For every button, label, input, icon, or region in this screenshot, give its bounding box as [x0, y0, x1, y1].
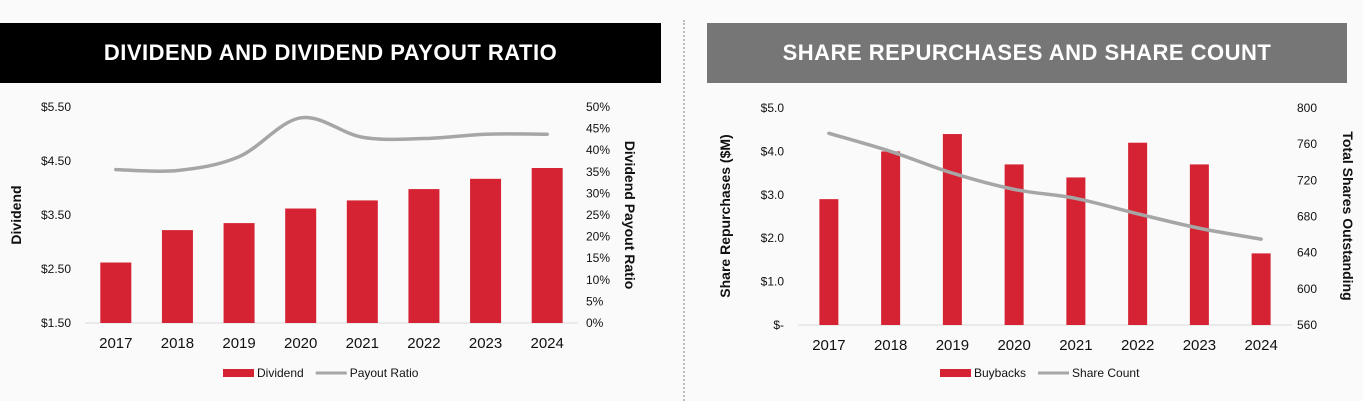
bar-2023: [470, 178, 502, 323]
x-tick-label: 2020: [997, 337, 1030, 354]
y-tick-right: 600: [1297, 282, 1317, 296]
y-tick-left: $1.0: [761, 275, 785, 289]
bar-2024: [1251, 253, 1271, 325]
bar-2022: [408, 189, 440, 323]
y-tick-left: $4.0: [761, 144, 785, 158]
y-tick-right: 560: [1297, 318, 1317, 332]
bar-2023: [1189, 164, 1209, 325]
bar-2019: [223, 223, 255, 323]
bar-2021: [346, 200, 378, 323]
y-tick-right: 0%: [586, 316, 604, 330]
x-tick-label: 2023: [469, 335, 502, 352]
x-tick-label: 2020: [284, 335, 317, 352]
y-tick-right: 35%: [586, 165, 610, 179]
repurchase-chart: $5.0 $4.0 $3.0 $2.0 $1.0 $- 800 760 720 680 640 600…: [717, 101, 1356, 380]
y-tick-right: 15%: [586, 251, 610, 265]
y-axis-title-right: Total Shares Outstanding: [1340, 131, 1356, 300]
y-tick-right: 760: [1297, 137, 1317, 151]
x-tick-label: 2018: [874, 337, 907, 354]
y-axis-title-left: Dividend: [8, 185, 24, 244]
y-tick-left: $4.50: [41, 154, 71, 168]
y-tick-right: 800: [1297, 101, 1317, 115]
y-tick-right: 5%: [586, 294, 604, 308]
bar-2017: [100, 262, 132, 323]
bar-2022: [1128, 142, 1148, 325]
y-tick-right: 20%: [586, 230, 610, 244]
y-tick-right: 50%: [586, 100, 610, 114]
bar-2021: [1066, 177, 1086, 325]
y-tick-right: 680: [1297, 210, 1317, 224]
y-axis-title-left: Share Repurchases ($M): [717, 134, 733, 297]
bar-2019: [942, 134, 962, 325]
y-tick-left: $3.50: [41, 208, 71, 222]
x-tick-label: 2022: [407, 335, 440, 352]
dividend-chart: $5.50 $4.50 $3.50 $2.50 $1.50 50% 45% 40% 35% 30%…: [8, 100, 638, 380]
series-line-payout-ratio: [114, 115, 549, 174]
legend-label-line: Payout Ratio: [350, 366, 419, 380]
bar-2018: [881, 151, 901, 325]
y-tick-left: $1.50: [41, 316, 71, 330]
x-tick-label: 2021: [1059, 337, 1092, 354]
y-axis-title-right: Dividend Payout Ratio: [622, 141, 638, 290]
x-tick-label: 2021: [346, 335, 379, 352]
legend-swatch-bar: [223, 369, 254, 377]
y-tick-right: 10%: [586, 273, 610, 287]
y-tick-left: $2.0: [761, 231, 785, 245]
x-tick-label: 2022: [1121, 337, 1154, 354]
y-tick-right: 25%: [586, 208, 610, 222]
repurchase-panel-title: SHARE REPURCHASES AND SHARE COUNT: [707, 23, 1347, 83]
bar-2024: [531, 168, 563, 323]
x-tick-label: 2019: [222, 335, 255, 352]
bar-2017: [819, 199, 839, 325]
bar-2020: [1004, 164, 1024, 325]
y-tick-left: $2.50: [41, 262, 71, 276]
y-tick-right: 720: [1297, 173, 1317, 187]
bar-2020: [285, 208, 317, 323]
bar-2018: [161, 230, 193, 323]
repurchase-panel: SHARE REPURCHASES AND SHARE COUNT $5.0 $4…: [686, 0, 1363, 401]
y-tick-right: 40%: [586, 143, 610, 157]
series-line-share-count: [827, 131, 1263, 241]
y-tick-right: 30%: [586, 186, 610, 200]
y-tick-right: 640: [1297, 246, 1317, 260]
legend-label-bar: Buybacks: [974, 366, 1026, 380]
x-tick-label: 2019: [936, 337, 969, 354]
panel-divider: [683, 20, 685, 401]
x-tick-label: 2017: [99, 335, 132, 352]
y-tick-left: $3.0: [761, 188, 785, 202]
legend-swatch-bar: [940, 369, 971, 377]
x-tick-label: 2023: [1183, 337, 1216, 354]
y-tick-left: $-: [773, 318, 784, 332]
y-tick-left: $5.0: [761, 101, 785, 115]
x-tick-label: 2017: [812, 337, 845, 354]
x-tick-label: 2024: [531, 335, 564, 352]
dividend-panel: DIVIDEND AND DIVIDEND PAYOUT RATIO $5.50…: [0, 23, 661, 380]
y-tick-left: $5.50: [41, 100, 71, 114]
x-tick-label: 2018: [161, 335, 194, 352]
y-tick-right: 45%: [586, 122, 610, 136]
legend-label-line: Share Count: [1072, 366, 1140, 380]
x-tick-label: 2024: [1244, 337, 1277, 354]
dividend-panel-title: DIVIDEND AND DIVIDEND PAYOUT RATIO: [0, 23, 661, 83]
legend-label-bar: Dividend: [257, 366, 304, 380]
